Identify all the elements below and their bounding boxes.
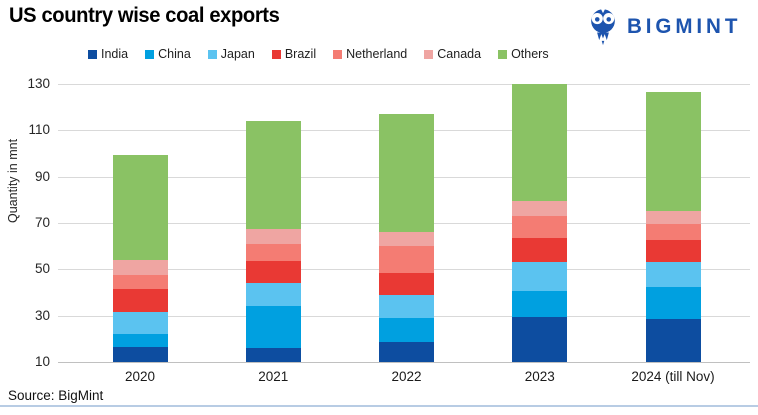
legend-label: Japan: [220, 47, 255, 61]
y-tick-label: 110: [28, 122, 50, 138]
bar-segment-2021-netherland: [245, 243, 301, 262]
chart-legend: India China Japan Brazil Netherland Canada Oth…: [88, 47, 549, 61]
bar-segment-2020-japan: [112, 312, 168, 335]
legend-label: Brazil: [284, 47, 317, 61]
bar-segment-2024-netherland: [645, 224, 701, 241]
bar-segment-2022-others: [379, 114, 434, 233]
legend-swatch-icon: [271, 49, 281, 59]
bar-segment-2023-india: [512, 316, 568, 362]
legend-swatch-icon: [207, 49, 217, 59]
legend-label: China: [158, 47, 191, 61]
bar-segment-2024-canada: [645, 211, 701, 225]
bar-segment-2024-india: [645, 319, 701, 362]
brand-name: BIGMINT: [627, 15, 742, 38]
bar-segment-2023-others: [512, 84, 568, 201]
bar-segment-2023-netherland: [512, 216, 568, 239]
legend-swatch-icon: [145, 49, 155, 59]
legend-item-canada: Canada: [424, 47, 481, 61]
page-title: US country wise coal exports: [9, 4, 280, 27]
legend-item-others: Others: [498, 47, 549, 61]
y-tick-label: 130: [27, 76, 50, 91]
legend-item-netherland: Netherland: [333, 47, 407, 61]
footer-divider: [0, 405, 758, 407]
bar-segment-2020-brazil: [112, 289, 168, 313]
legend-swatch-icon: [88, 49, 97, 59]
x-tick-label: 2020: [124, 369, 156, 384]
bar-segment-2024-others: [645, 92, 701, 212]
bar-segment-2024-japan: [645, 262, 701, 287]
bar-segment-2024-brazil: [645, 240, 701, 263]
bar-segment-2021-canada: [245, 228, 301, 244]
y-tick-label: 10: [34, 354, 50, 369]
y-tick-label: 50: [34, 261, 50, 277]
y-tick-label: 90: [34, 168, 50, 184]
y-tick-label: 70: [34, 215, 50, 230]
bar-segment-2024-china: [645, 286, 701, 320]
bar-segment-2022-china: [379, 317, 434, 343]
x-tick-label: 2023: [524, 369, 555, 384]
legend-label: Canada: [437, 47, 482, 61]
bar-segment-2022-india: [379, 342, 434, 362]
bar-segment-2020-netherland: [112, 275, 168, 290]
bar-segment-2020-canada: [112, 260, 168, 276]
bar-segment-2023-canada: [512, 200, 568, 217]
bar-segment-2023-brazil: [512, 238, 568, 263]
bar-segment-2022-japan: [379, 294, 434, 318]
x-tick-label: 2022: [391, 369, 422, 384]
bar-segment-2023-japan: [512, 262, 568, 292]
bar-segment-2022-netherland: [379, 246, 434, 273]
bar-segment-2021-india: [245, 348, 301, 362]
bar-segment-2021-brazil: [245, 261, 301, 284]
bar-segment-2022-canada: [379, 232, 434, 247]
legend-swatch-icon: [333, 49, 343, 59]
owl-icon: [591, 8, 616, 46]
bar-segment-2021-japan: [245, 283, 301, 307]
x-tick-label: 2024 (till Nov): [631, 369, 715, 384]
legend-item-china: China: [145, 47, 191, 61]
bar-segment-2021-others: [245, 121, 301, 229]
gridline-y-10: [58, 362, 750, 363]
brand-logo: BIGMINT: [586, 8, 744, 46]
bar-segment-2020-india: [112, 346, 168, 362]
gridline-y-130: [58, 84, 750, 85]
source-note: Source: BigMint: [8, 388, 104, 403]
y-tick-label: 30: [34, 307, 50, 323]
bar-segment-2020-others: [112, 154, 168, 261]
legend-swatch-icon: [498, 49, 508, 59]
bar-segment-2023-china: [512, 291, 568, 317]
legend-item-india: India: [88, 47, 128, 61]
bar-segment-2021-china: [245, 306, 301, 349]
legend-label: Others: [511, 47, 549, 61]
legend-label: Netherland: [346, 47, 408, 61]
legend-label: India: [101, 47, 129, 61]
bar-segment-2022-brazil: [379, 272, 434, 295]
legend-swatch-icon: [424, 49, 434, 59]
x-tick-label: 2021: [258, 369, 289, 384]
bar-segment-2020-china: [112, 334, 168, 347]
legend-item-japan: Japan: [207, 47, 255, 61]
legend-item-brazil: Brazil: [271, 47, 317, 61]
